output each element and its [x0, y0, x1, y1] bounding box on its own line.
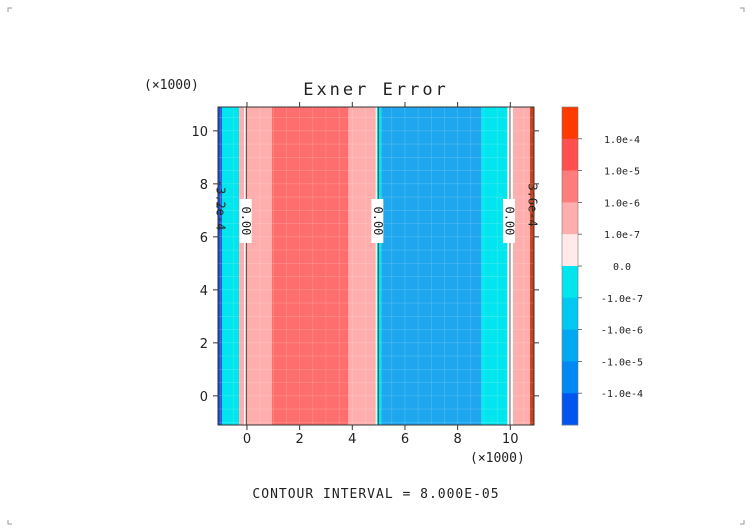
colorbar-label: 1.0e-6 [604, 198, 640, 209]
corner-marks [7, 7, 745, 525]
y-tick-label: 0 [200, 390, 208, 405]
x-tick-label: 4 [348, 432, 356, 447]
band-9 [512, 107, 531, 425]
colorbar-label: 0.0 [613, 262, 631, 273]
contour-label-0: 0.00 [239, 206, 253, 235]
plot-frame [217, 106, 535, 426]
band-6 [381, 107, 482, 425]
band-1 [221, 107, 240, 425]
x-axis: 0 2 4 6 8 10 [243, 102, 519, 447]
chart-title: Exner Error [303, 80, 449, 100]
colorbar-label: 1.0e-4 [604, 135, 640, 146]
colorbar-swatch-9 [562, 393, 578, 426]
colorbar-swatch-7 [562, 329, 578, 362]
contour-label-bg-0 [239, 198, 252, 243]
x-tick-label: 10 [502, 432, 519, 447]
colorbar-swatch-6 [562, 297, 578, 330]
colorbar-swatch-8 [562, 361, 578, 394]
edge-label-0: -3.2e-4 [214, 180, 228, 231]
band-3 [271, 107, 349, 425]
colorbar-swatch-1 [562, 138, 578, 171]
colorbar-label: -1.0e-4 [601, 389, 643, 400]
colorbar-swatch-5 [562, 266, 578, 299]
y-multiplier-label: (×1000) [144, 78, 199, 93]
y-tick-label: 4 [200, 284, 208, 299]
y-tick-label: 2 [200, 337, 208, 352]
colorbar: 1.0e-4 1.0e-5 1.0e-6 1.0e-7 0.0 -1.0e-7 -1.0e-… [561, 106, 643, 426]
colorbar-swatch-2 [562, 170, 578, 203]
x-tick-label: 0 [243, 432, 251, 447]
contour-label-bg-1 [371, 198, 384, 243]
contour-lines: 0.00 0.00 0.00 -3.2e-4 3.6e-4 [214, 107, 539, 425]
colorbar-label: -1.0e-7 [601, 294, 643, 305]
band-10 [530, 107, 534, 425]
y-axis: 0 2 4 6 8 10 [191, 125, 539, 405]
contour-label-2: 0.00 [502, 206, 516, 235]
band-0 [218, 107, 222, 425]
colorbar-label: -1.0e-5 [601, 357, 643, 368]
y-tick-label: 6 [200, 231, 208, 246]
contour-label-bg-2 [502, 198, 515, 243]
band-4 [348, 107, 376, 425]
band-7 [481, 107, 508, 425]
x-tick-label: 8 [453, 432, 461, 447]
colorbar-swatch-0 [562, 107, 578, 140]
colorbar-swatch-4 [562, 234, 578, 267]
edge-label-1: 3.6e-4 [525, 183, 539, 226]
colorbar-label: -1.0e-6 [601, 326, 643, 337]
x-tick-label: 6 [401, 432, 409, 447]
x-tick-label: 2 [295, 432, 303, 447]
band-2 [239, 107, 272, 425]
colorbar-swatch-3 [562, 202, 578, 235]
contour-interval-note: CONTOUR INTERVAL = 8.000E-05 [252, 487, 499, 502]
y-tick-label: 10 [191, 125, 208, 140]
contour-label-1: 0.00 [371, 206, 385, 235]
plot-area [218, 107, 534, 425]
colorbar-label: 1.0e-5 [604, 167, 640, 178]
colorbar-label: 1.0e-7 [604, 230, 640, 241]
x-multiplier-label: (×1000) [470, 451, 525, 466]
y-tick-label: 8 [200, 178, 208, 193]
